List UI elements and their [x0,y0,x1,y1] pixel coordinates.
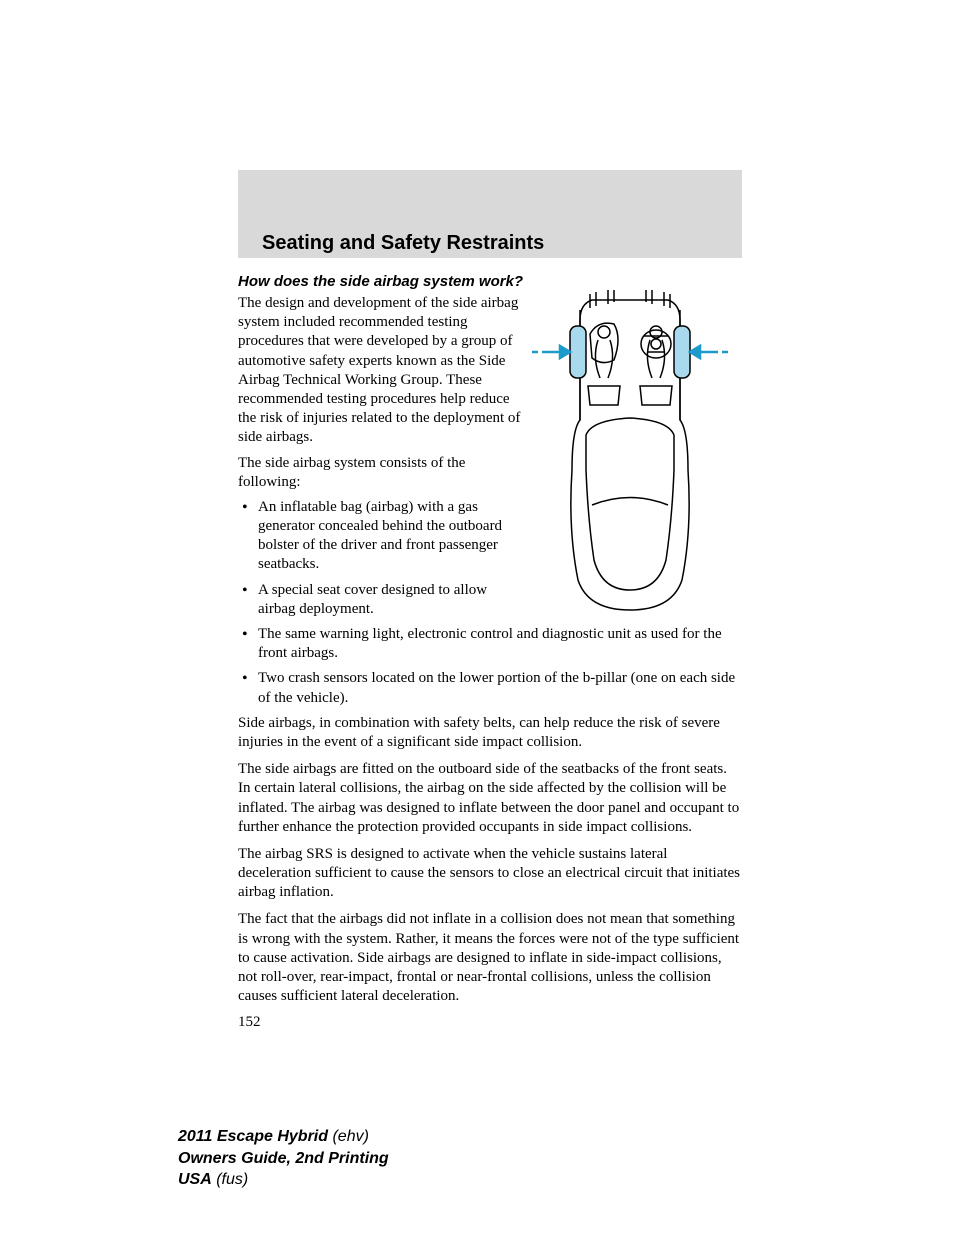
subsection-heading: How does the side airbag system work? [238,273,523,290]
left-arrow-icon [532,346,570,358]
diagram-svg [522,290,738,620]
paragraph-intro1: The design and development of the side a… [238,294,521,448]
paragraph-intro2: The side airbag system consists of the f… [238,454,521,492]
footer-block: 2011 Escape Hybrid (ehv) Owners Guide, 2… [178,1126,389,1191]
document-page: Seating and Safety Restraints How does t… [0,0,954,1235]
footer-region: USA [178,1171,212,1188]
paragraph: Side airbags, in combination with safety… [238,714,742,752]
paragraph: The airbag SRS is designed to activate w… [238,845,742,903]
footer-model-code: (ehv) [328,1128,369,1145]
paragraph: The fact that the airbags did not inflat… [238,910,742,1006]
footer-line2: Owners Guide, 2nd Printing [178,1148,389,1170]
footer-model: 2011 Escape Hybrid [178,1128,328,1145]
list-item: An inflatable bag (airbag) with a gas ge… [258,498,521,575]
page-number: 152 [238,1014,742,1031]
footer-line3: USA (fus) [178,1169,389,1191]
airbag-diagram [522,290,738,620]
right-arrow-icon [690,346,728,358]
section-title: Seating and Safety Restraints [262,232,544,255]
list-item: Two crash sensors located on the lower p… [258,669,742,707]
footer-line1: 2011 Escape Hybrid (ehv) [178,1126,389,1148]
list-item: A special seat cover designed to allow a… [258,581,521,619]
list-item: The same warning light, electronic contr… [258,625,742,663]
footer-region-code: (fus) [212,1171,248,1188]
paragraph: The side airbags are fitted on the outbo… [238,760,742,837]
